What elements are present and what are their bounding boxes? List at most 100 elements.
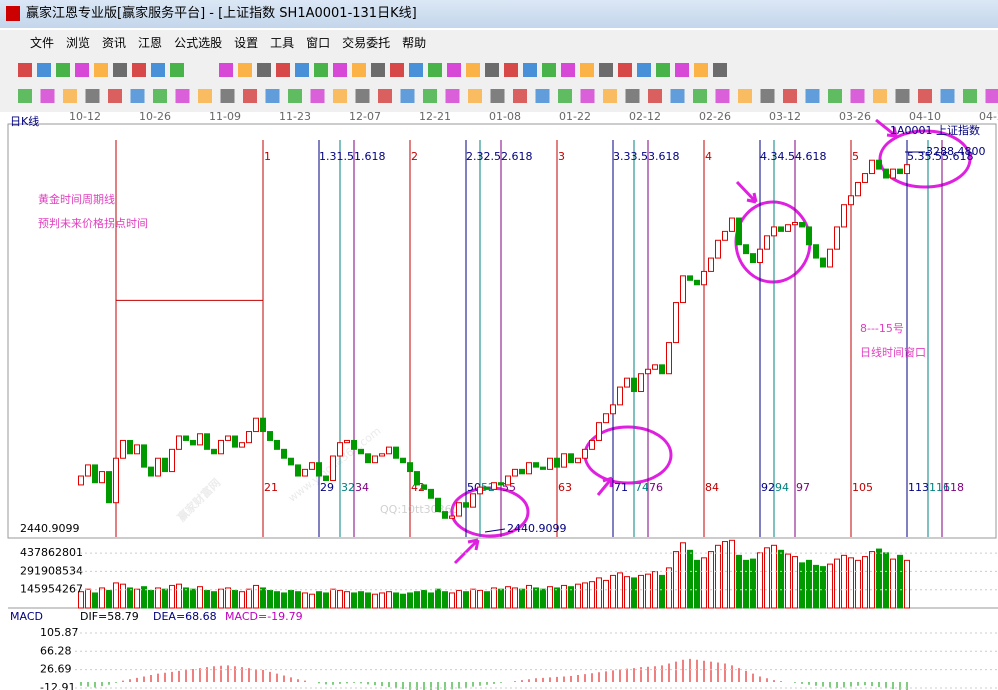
toolbar-button[interactable]	[850, 89, 865, 103]
toolbar-button[interactable]	[18, 63, 32, 77]
toolbar-button[interactable]	[314, 63, 328, 77]
toolbar-button[interactable]	[603, 89, 617, 103]
toolbar-button[interactable]	[243, 89, 257, 103]
time-label: 10-12	[69, 110, 101, 123]
menu-item[interactable]: 公式选股	[174, 36, 223, 50]
toolbar-button[interactable]	[580, 63, 594, 77]
toolbar-button[interactable]	[513, 89, 527, 103]
toolbar-button[interactable]	[400, 89, 415, 103]
toolbar-button[interactable]	[580, 89, 595, 103]
window-title: 赢家江恩专业版[赢家服务平台] - [上证指数 SH1A0001-131日K线]	[26, 6, 417, 21]
toolbar-button[interactable]	[694, 63, 708, 77]
toolbar-button[interactable]	[738, 89, 752, 103]
toolbar-button[interactable]	[333, 89, 347, 103]
candle	[372, 455, 378, 464]
toolbar-button[interactable]	[276, 63, 290, 77]
toolbar-button[interactable]	[132, 63, 146, 77]
toolbar-button[interactable]	[56, 63, 70, 77]
toolbar-button[interactable]	[371, 63, 385, 77]
toolbar-button[interactable]	[219, 63, 233, 77]
toolbar-button[interactable]	[390, 63, 404, 77]
toolbar-button[interactable]	[113, 63, 127, 77]
toolbar-button[interactable]	[504, 63, 518, 77]
toolbar-button[interactable]	[675, 63, 689, 77]
candle	[764, 235, 770, 250]
toolbar-button[interactable]	[220, 89, 235, 103]
toolbar-button[interactable]	[637, 63, 651, 77]
toolbar-button[interactable]	[18, 89, 32, 103]
toolbar-button[interactable]	[153, 89, 167, 103]
toolbar-button[interactable]	[198, 89, 212, 103]
toolbar-button[interactable]	[828, 89, 842, 103]
volume-bar	[204, 589, 210, 609]
menu-item[interactable]: 帮助	[402, 36, 427, 50]
toolbar-button[interactable]	[523, 63, 537, 77]
candle	[841, 204, 847, 228]
toolbar-button[interactable]	[257, 63, 271, 77]
toolbar-button[interactable]	[783, 89, 797, 103]
toolbar-button[interactable]	[670, 89, 685, 103]
menu-item[interactable]: 江恩	[138, 36, 163, 50]
toolbar-button[interactable]	[352, 63, 366, 77]
toolbar-button[interactable]	[378, 89, 392, 103]
toolbar-button[interactable]	[288, 89, 302, 103]
toolbar-button[interactable]	[108, 89, 122, 103]
menu-item[interactable]: 文件	[30, 36, 55, 50]
volume-bar	[603, 579, 609, 609]
toolbar-button[interactable]	[151, 63, 165, 77]
toolbar-button[interactable]	[656, 63, 670, 77]
menu-item[interactable]: 窗口	[306, 36, 331, 50]
toolbar-button[interactable]	[693, 89, 707, 103]
toolbar-button[interactable]	[423, 89, 437, 103]
toolbar-button[interactable]	[648, 89, 662, 103]
toolbar-button[interactable]	[713, 63, 727, 77]
toolbar-button[interactable]	[355, 89, 370, 103]
toolbar-button[interactable]	[805, 89, 820, 103]
toolbar-button[interactable]	[447, 63, 461, 77]
toolbar-button[interactable]	[963, 89, 977, 103]
toolbar-button[interactable]	[63, 89, 77, 103]
toolbar-button[interactable]	[618, 63, 632, 77]
toolbar-button[interactable]	[428, 63, 442, 77]
toolbar-button[interactable]	[238, 63, 252, 77]
toolbar-button[interactable]	[485, 63, 499, 77]
toolbar-button[interactable]	[873, 89, 887, 103]
toolbar-button[interactable]	[940, 89, 955, 103]
toolbar-button[interactable]	[310, 89, 325, 103]
toolbar-button[interactable]	[985, 89, 998, 103]
toolbar-button[interactable]	[625, 89, 640, 103]
cycle-day: 94	[775, 481, 789, 494]
menu-item[interactable]: 浏览	[66, 36, 91, 50]
toolbar-button[interactable]	[918, 89, 932, 103]
toolbar-button[interactable]	[715, 89, 730, 103]
toolbar-button[interactable]	[170, 63, 184, 77]
toolbar-button[interactable]	[445, 89, 460, 103]
toolbar-button[interactable]	[895, 89, 910, 103]
toolbar-button[interactable]	[535, 89, 550, 103]
toolbar-button[interactable]	[37, 63, 51, 77]
toolbar-button[interactable]	[409, 63, 423, 77]
toolbar-button[interactable]	[130, 89, 145, 103]
volume-bar	[736, 554, 742, 609]
candle	[652, 364, 658, 370]
toolbar-button[interactable]	[85, 89, 100, 103]
toolbar-button[interactable]	[295, 63, 309, 77]
toolbar-button[interactable]	[490, 89, 505, 103]
menu-item[interactable]: 工具	[270, 36, 295, 50]
menu-item[interactable]: 资讯	[102, 36, 127, 50]
toolbar-button[interactable]	[265, 89, 280, 103]
toolbar-button[interactable]	[175, 89, 190, 103]
toolbar-button[interactable]	[561, 63, 575, 77]
toolbar-button[interactable]	[333, 63, 347, 77]
toolbar-button[interactable]	[542, 63, 556, 77]
menu-item[interactable]: 设置	[234, 36, 259, 50]
toolbar-button[interactable]	[760, 89, 775, 103]
toolbar-button[interactable]	[558, 89, 572, 103]
toolbar-button[interactable]	[466, 63, 480, 77]
toolbar-button[interactable]	[468, 89, 482, 103]
menu-item[interactable]: 交易委托	[342, 36, 391, 50]
toolbar-button[interactable]	[94, 63, 108, 77]
toolbar-button[interactable]	[599, 63, 613, 77]
toolbar-button[interactable]	[40, 89, 55, 103]
toolbar-button[interactable]	[75, 63, 89, 77]
